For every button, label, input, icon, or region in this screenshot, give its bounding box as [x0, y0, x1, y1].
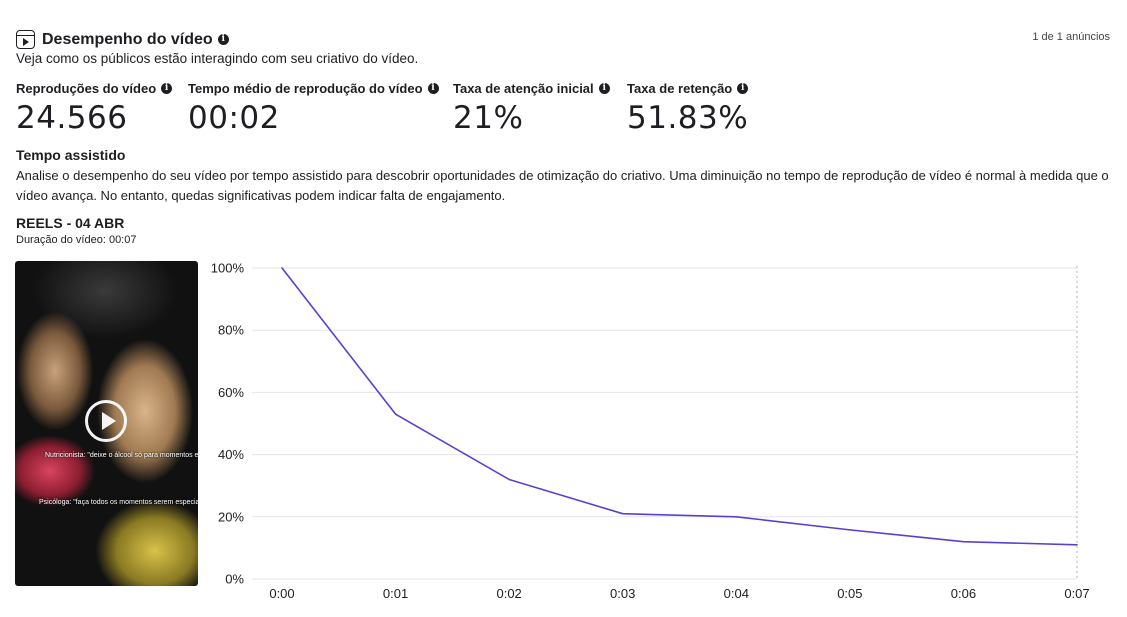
info-icon[interactable]: i: [427, 83, 439, 94]
info-icon[interactable]: i: [217, 34, 229, 45]
x-tick-label: 0:00: [269, 586, 294, 601]
watch-time-title: Tempo assistido: [16, 147, 126, 163]
x-tick-label: 0:02: [496, 586, 521, 601]
metric-label: Reproduções do vídeo: [16, 81, 157, 96]
data-point: [735, 516, 738, 518]
y-tick-label: 40%: [218, 447, 244, 462]
page-title: Desempenho do vídeo: [42, 30, 213, 48]
section-header: Desempenho do vídeo i: [16, 30, 229, 49]
data-point: [281, 267, 283, 269]
metric-value: 00:02: [188, 100, 280, 136]
metric-value: 21%: [453, 100, 524, 136]
play-icon[interactable]: [85, 400, 127, 442]
video-duration: Duração do vídeo: 00:07: [16, 234, 137, 246]
y-tick-label: 80%: [218, 323, 244, 338]
retention-series-line: [281, 267, 1078, 546]
metric-retention-rate: Taxa de retenção i 51.83%: [627, 81, 749, 136]
metric-video-plays: Reproduções do vídeo i 24.566: [16, 81, 173, 136]
x-tick-label: 0:06: [951, 586, 976, 601]
data-point: [962, 540, 965, 543]
data-point: [849, 529, 851, 531]
info-icon[interactable]: i: [737, 83, 749, 94]
metric-avg-play-time: Tempo médio de reprodução do vídeo i 00:…: [188, 81, 439, 136]
page-subtitle: Veja como os públicos estão interagindo …: [16, 51, 419, 66]
ad-count: 1 de 1 anúncios: [1032, 31, 1110, 43]
y-tick-label: 0%: [225, 572, 244, 587]
video-title: REELS - 04 ABR: [16, 215, 125, 231]
metric-initial-attention: Taxa de atenção inicial i 21%: [453, 81, 610, 136]
metric-value: 24.566: [16, 100, 128, 136]
video-overlay-text: Nutricionista: "deixe o álcool só para m…: [45, 452, 198, 459]
info-icon[interactable]: i: [161, 83, 173, 94]
reels-icon: [16, 30, 35, 49]
data-point: [394, 413, 397, 415]
metric-label: Tempo médio de reprodução do vídeo: [188, 81, 423, 96]
y-tick-label: 60%: [218, 385, 244, 400]
data-point: [508, 478, 510, 481]
x-tick-label: 0:04: [724, 586, 749, 601]
x-tick-label: 0:03: [610, 586, 635, 601]
x-tick-label: 0:05: [837, 586, 862, 601]
data-point: [1076, 543, 1078, 546]
metric-label: Taxa de atenção inicial: [453, 81, 594, 96]
y-tick-label: 100%: [211, 261, 245, 276]
metric-value: 51.83%: [627, 100, 749, 136]
retention-chart: 0% 20% 40% 60% 80% 100% 0:00 0:01 0:02 0:03 0:04 0:…: [211, 261, 1090, 602]
data-point: [621, 512, 624, 515]
x-tick-label: 0:01: [383, 586, 408, 601]
info-icon[interactable]: i: [598, 83, 610, 94]
x-tick-label: 0:07: [1064, 586, 1089, 601]
video-overlay-text: Psicóloga: "faça todos os momentos serem…: [39, 499, 198, 506]
watch-time-description: Analise o desempenho do seu vídeo por te…: [16, 168, 1109, 203]
video-thumbnail[interactable]: Nutricionista: "deixe o álcool só para m…: [15, 261, 198, 586]
metric-label: Taxa de retenção: [627, 81, 733, 96]
y-tick-label: 20%: [218, 509, 244, 524]
